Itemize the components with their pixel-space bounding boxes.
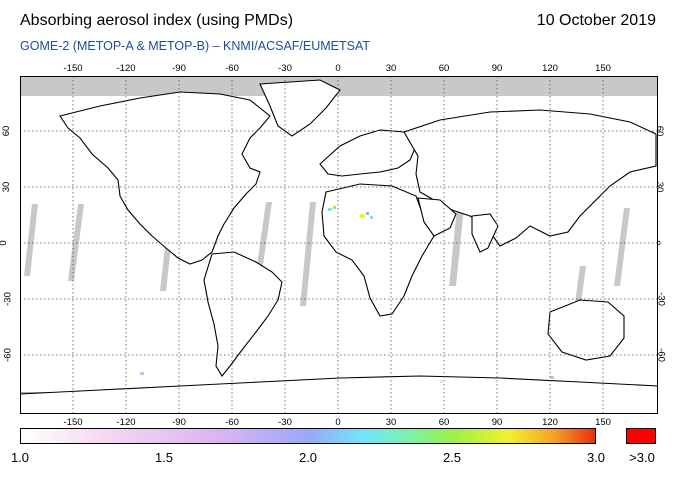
lon-label-top: -120 [116,63,136,74]
lon-label-bottom: 120 [542,417,558,428]
lon-label-top: 90 [491,63,503,74]
lon-label-top: -30 [278,63,292,74]
map-subtitle: GOME-2 (METOP-A & METOP-B) – KNMI/ACSAF/… [20,39,371,53]
lon-label-bottom: -60 [225,417,239,428]
australia-outline [547,299,625,361]
lat-label-left: -30 [2,292,14,306]
colorbar-label: 2.5 [442,450,462,465]
colorbar-over-label: >3.0 [629,450,655,465]
lon-label-bottom: 30 [385,417,397,428]
greenland-outline [259,79,341,137]
lon-label-bottom: 0 [335,417,341,428]
colorbar-label: 2.0 [298,450,318,465]
lon-label-top: 0 [335,63,341,74]
lat-label-left: 60 [0,125,12,137]
north-america-outline [59,91,271,265]
south-america-outline [203,251,283,377]
europe-outline [319,129,417,177]
colorbar [20,428,596,444]
aerosol-specks [140,206,554,383]
colorbar-label: 1.0 [10,450,30,465]
lon-label-bottom: -90 [172,417,186,428]
lon-label-top: -90 [172,63,186,74]
no-data-north-band [20,76,658,96]
lon-label-top: 30 [385,63,397,74]
map-frame [20,76,658,414]
lat-label-left: 30 [0,181,12,193]
world-map [20,76,658,414]
lon-label-top: 120 [542,63,558,74]
colorbar-label: 1.5 [154,450,174,465]
colorbar-label: 3.0 [586,450,606,465]
colorbar-over-swatch [626,428,656,444]
lon-label-top: -150 [63,63,83,74]
africa-outline [321,183,435,317]
coastlines [20,79,658,414]
lon-label-bottom: -120 [116,417,136,428]
graticule [20,76,658,414]
map-title: Absorbing aerosol index (using PMDs) [20,12,294,29]
lon-label-bottom: -30 [278,417,292,428]
india-outline [471,213,499,253]
lon-label-bottom: -150 [63,417,83,428]
arabia-outline [417,197,457,237]
lon-label-bottom: 60 [438,417,450,428]
lon-label-top: -60 [225,63,239,74]
lon-label-top: 150 [595,63,611,74]
antarctica-outline [20,375,658,414]
lon-label-bottom: 150 [595,417,611,428]
lon-label-top: 60 [438,63,450,74]
lon-label-bottom: 90 [491,417,503,428]
map-date: 10 October 2019 [536,12,656,29]
lat-label-left: 0 [0,240,9,245]
lat-label-left: -60 [2,348,14,362]
